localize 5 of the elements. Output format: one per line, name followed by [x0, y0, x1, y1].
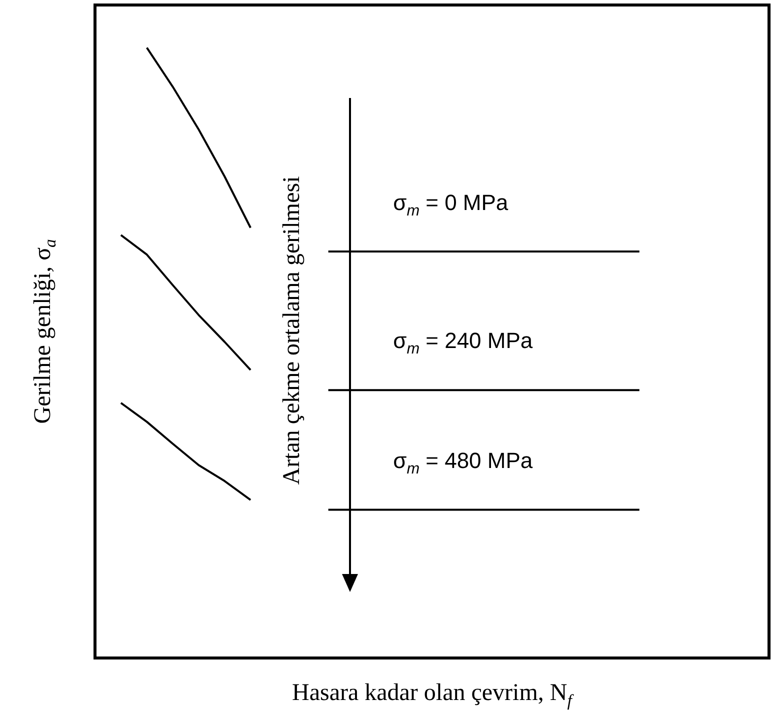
annotation: Artan çekme ortalama gerilmesi	[278, 176, 306, 484]
x-axis-title: Hasara kadar olan çevrim, N$_{f}$	[292, 680, 572, 711]
series-label: σ$_{m}$ = 480 MPa	[393, 448, 533, 478]
series-label: σ$_{m}$ = 0 MPa	[393, 190, 508, 220]
series-label: σ$_{m}$ = 240 MPa	[393, 328, 533, 358]
